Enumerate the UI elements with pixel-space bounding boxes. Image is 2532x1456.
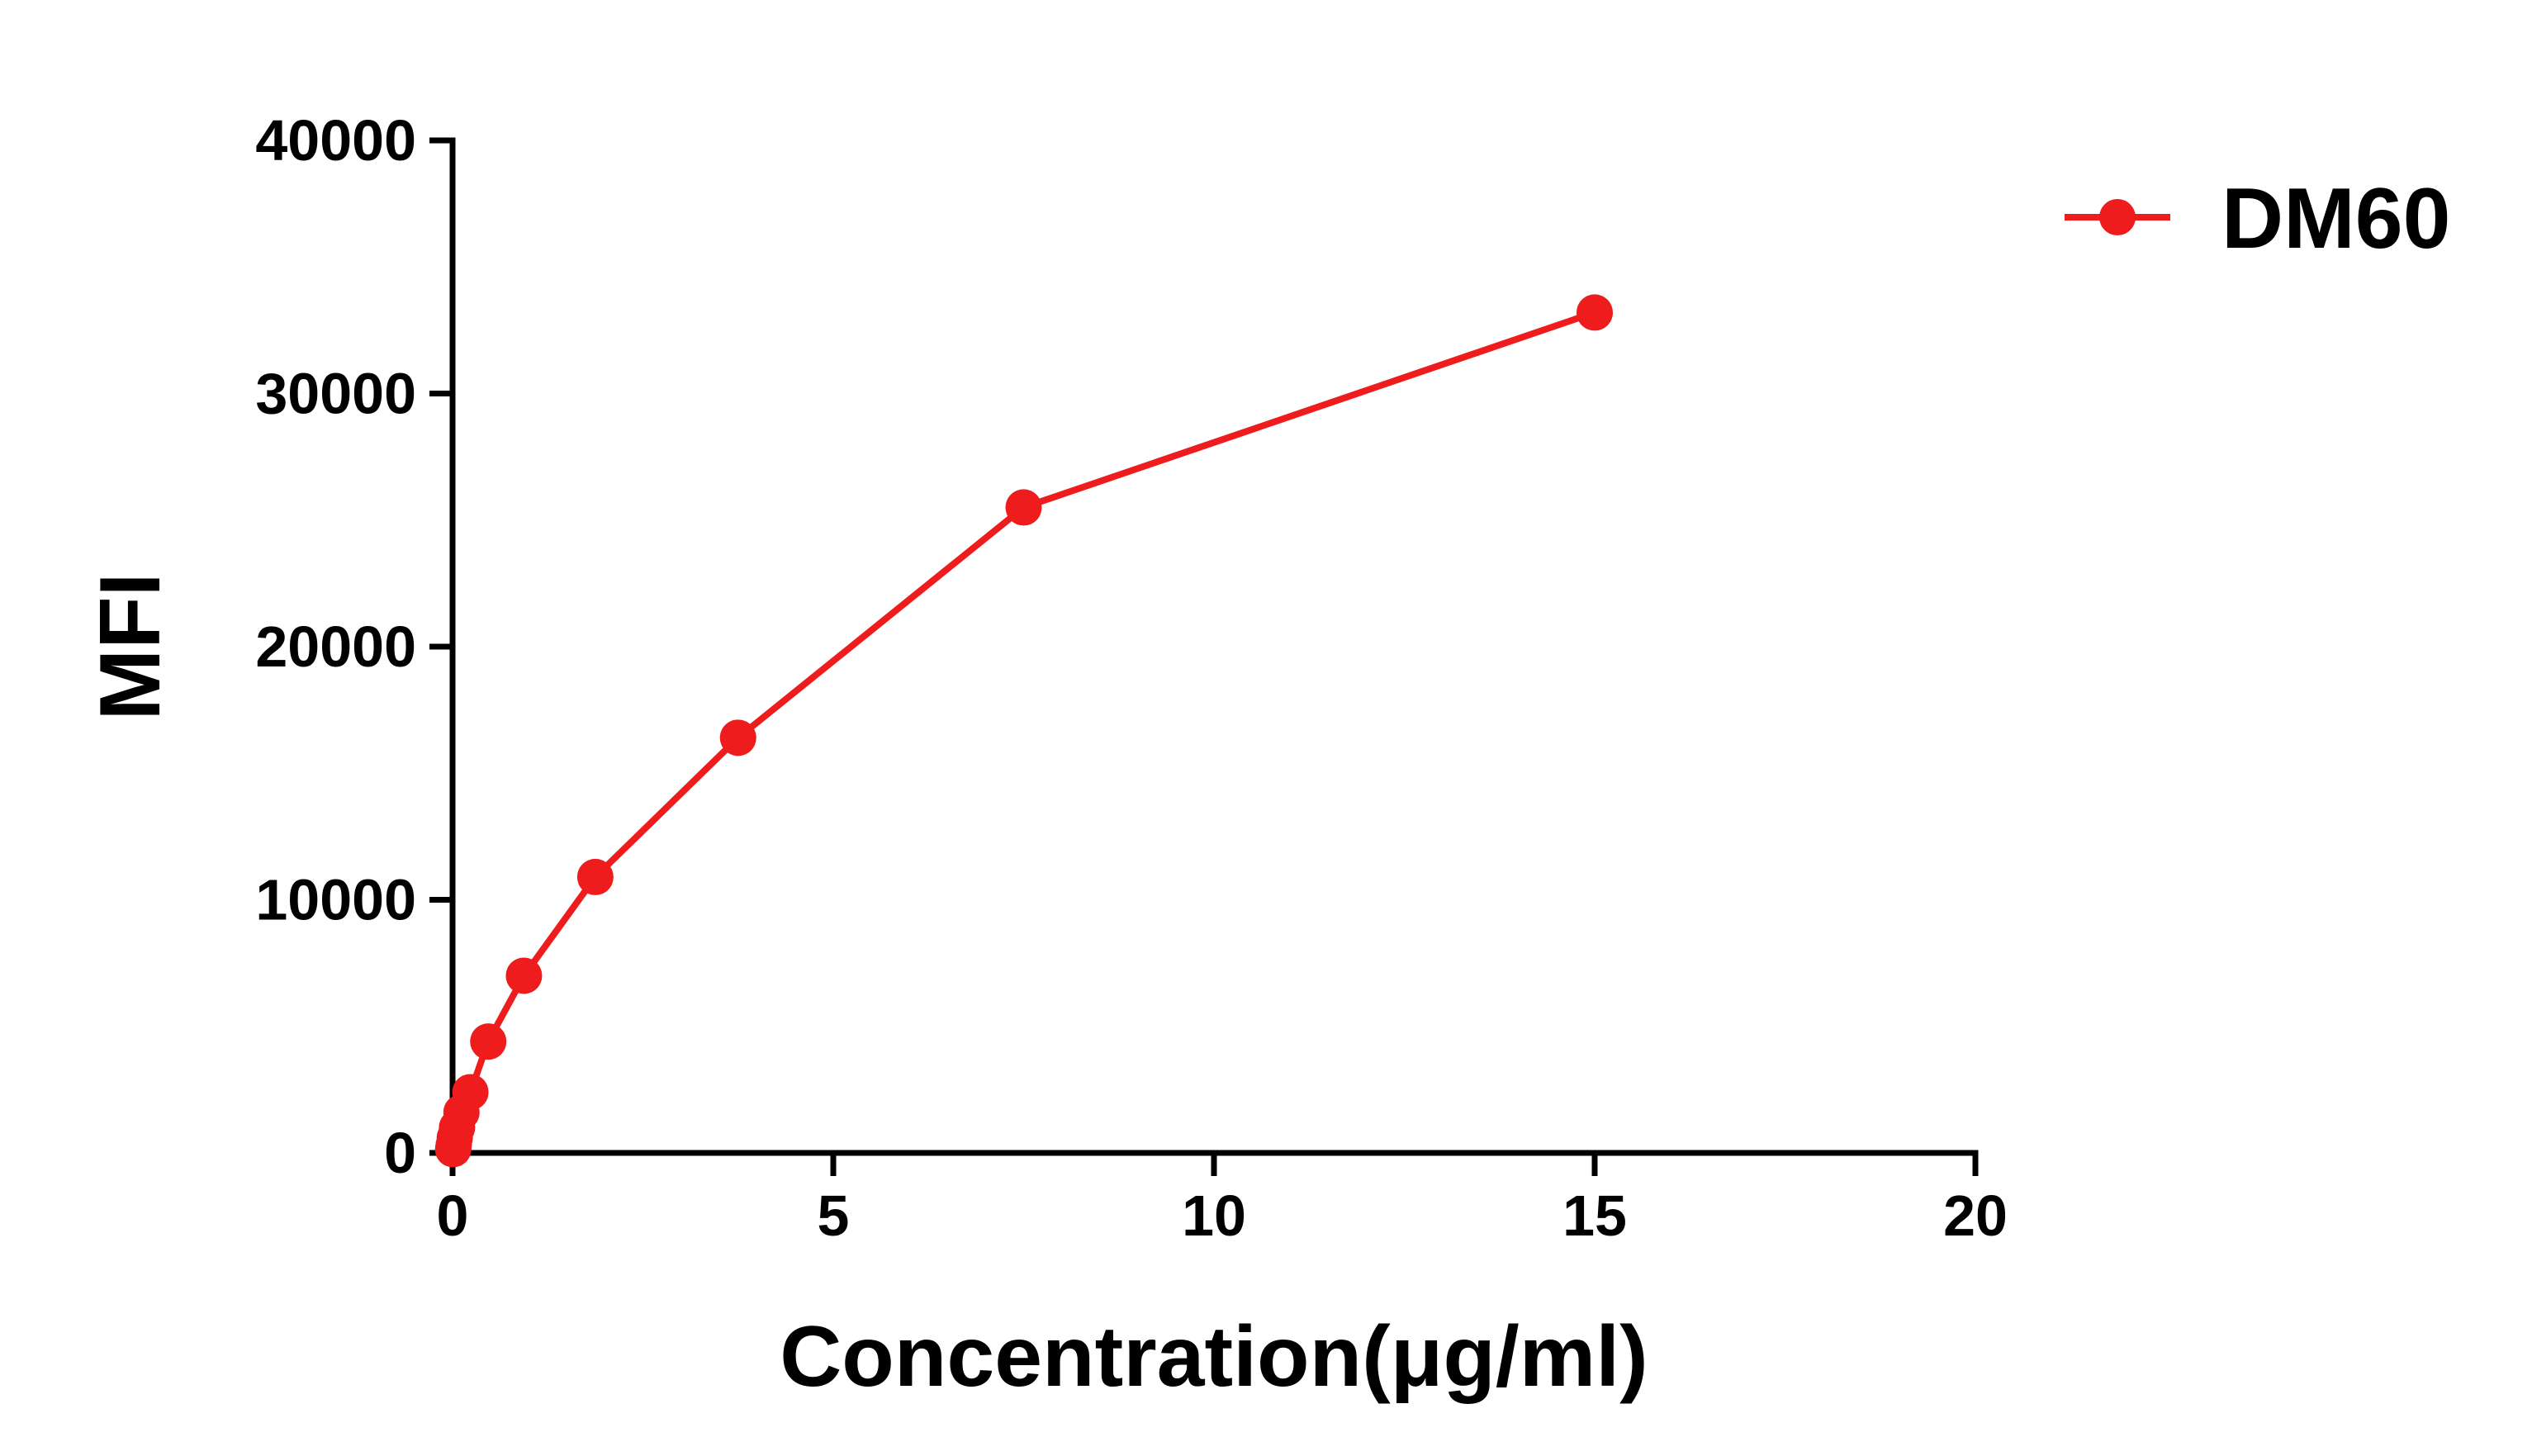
data-point [576,858,614,895]
data-point [470,1023,507,1060]
legend-label: DM60 [2221,171,2450,267]
x-tick-label: 15 [1562,1183,1627,1248]
data-point [1577,294,1613,331]
y-ticks: 0 10000 20000 30000 40000 [255,108,453,1185]
y-tick-label: 0 [384,1121,416,1185]
y-tick-label: 30000 [255,362,416,426]
y-axis-title: MFI [83,572,178,720]
data-point [1005,489,1042,526]
y-tick-label: 20000 [255,614,416,679]
data-point [505,957,543,994]
x-axis-title: Concentration(μg/ml) [780,1309,1648,1405]
series [434,294,1613,1168]
x-tick-label: 20 [1943,1183,2008,1248]
y-tick-label: 40000 [255,108,416,173]
series-line [449,309,1598,1153]
x-ticks: 0 5 10 15 20 [437,1153,2008,1248]
legend: DM60 [2065,171,2450,267]
x-tick-label: 10 [1182,1183,1246,1248]
data-point [719,719,756,756]
x-tick-label: 5 [818,1183,850,1248]
legend-marker-swatch [2099,199,2136,235]
axes [449,137,1979,1156]
x-tick-label: 0 [437,1183,469,1248]
data-point [452,1074,489,1111]
y-tick-label: 10000 [255,868,416,932]
